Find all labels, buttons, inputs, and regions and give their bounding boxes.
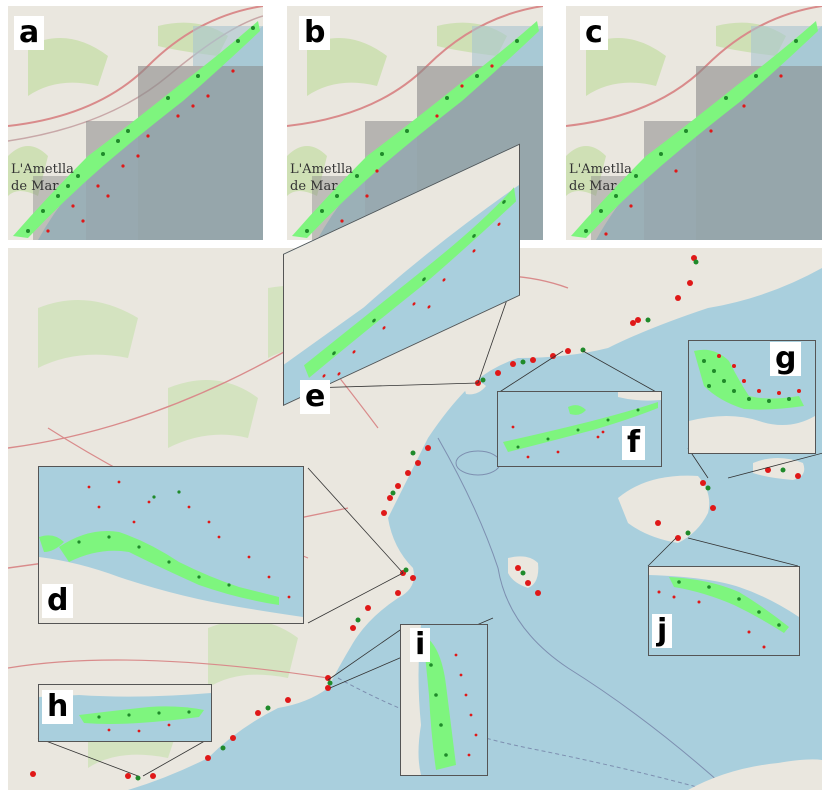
panel-b-town-line1: L'Ametlla bbox=[290, 162, 353, 177]
inset-j bbox=[648, 566, 800, 656]
panel-a-label: a bbox=[14, 16, 45, 50]
inset-e bbox=[283, 143, 520, 406]
panel-c-town-line2: de Mar bbox=[569, 179, 617, 194]
panel-b-town-line2: de Mar bbox=[290, 179, 338, 194]
inset-e-label: e bbox=[300, 380, 331, 414]
inset-d-label: d bbox=[42, 584, 74, 618]
inset-g-label: g bbox=[770, 342, 802, 376]
inset-e-map bbox=[284, 144, 519, 405]
panel-c-map: L'Ametlla de Mar bbox=[566, 6, 822, 240]
inset-i-label: i bbox=[410, 628, 431, 662]
panel-c: L'Ametlla de Mar c bbox=[566, 6, 822, 240]
panel-a-town-line1: L'Ametlla bbox=[11, 162, 74, 177]
inset-d-map bbox=[39, 467, 303, 623]
panel-a-map: L'Ametlla de Mar bbox=[8, 6, 263, 240]
panel-c-label: c bbox=[580, 16, 608, 50]
panel-b-label: b bbox=[299, 16, 331, 50]
panel-a: L'Ametlla de Mar a bbox=[8, 6, 263, 240]
inset-j-label: j bbox=[652, 614, 673, 648]
panel-a-town-line2: de Mar bbox=[11, 179, 59, 194]
inset-f-label: f bbox=[622, 426, 646, 460]
panel-c-town-line1: L'Ametlla bbox=[569, 162, 632, 177]
inset-d bbox=[38, 466, 304, 624]
inset-h-label: h bbox=[42, 690, 74, 724]
inset-j-map bbox=[649, 567, 799, 655]
